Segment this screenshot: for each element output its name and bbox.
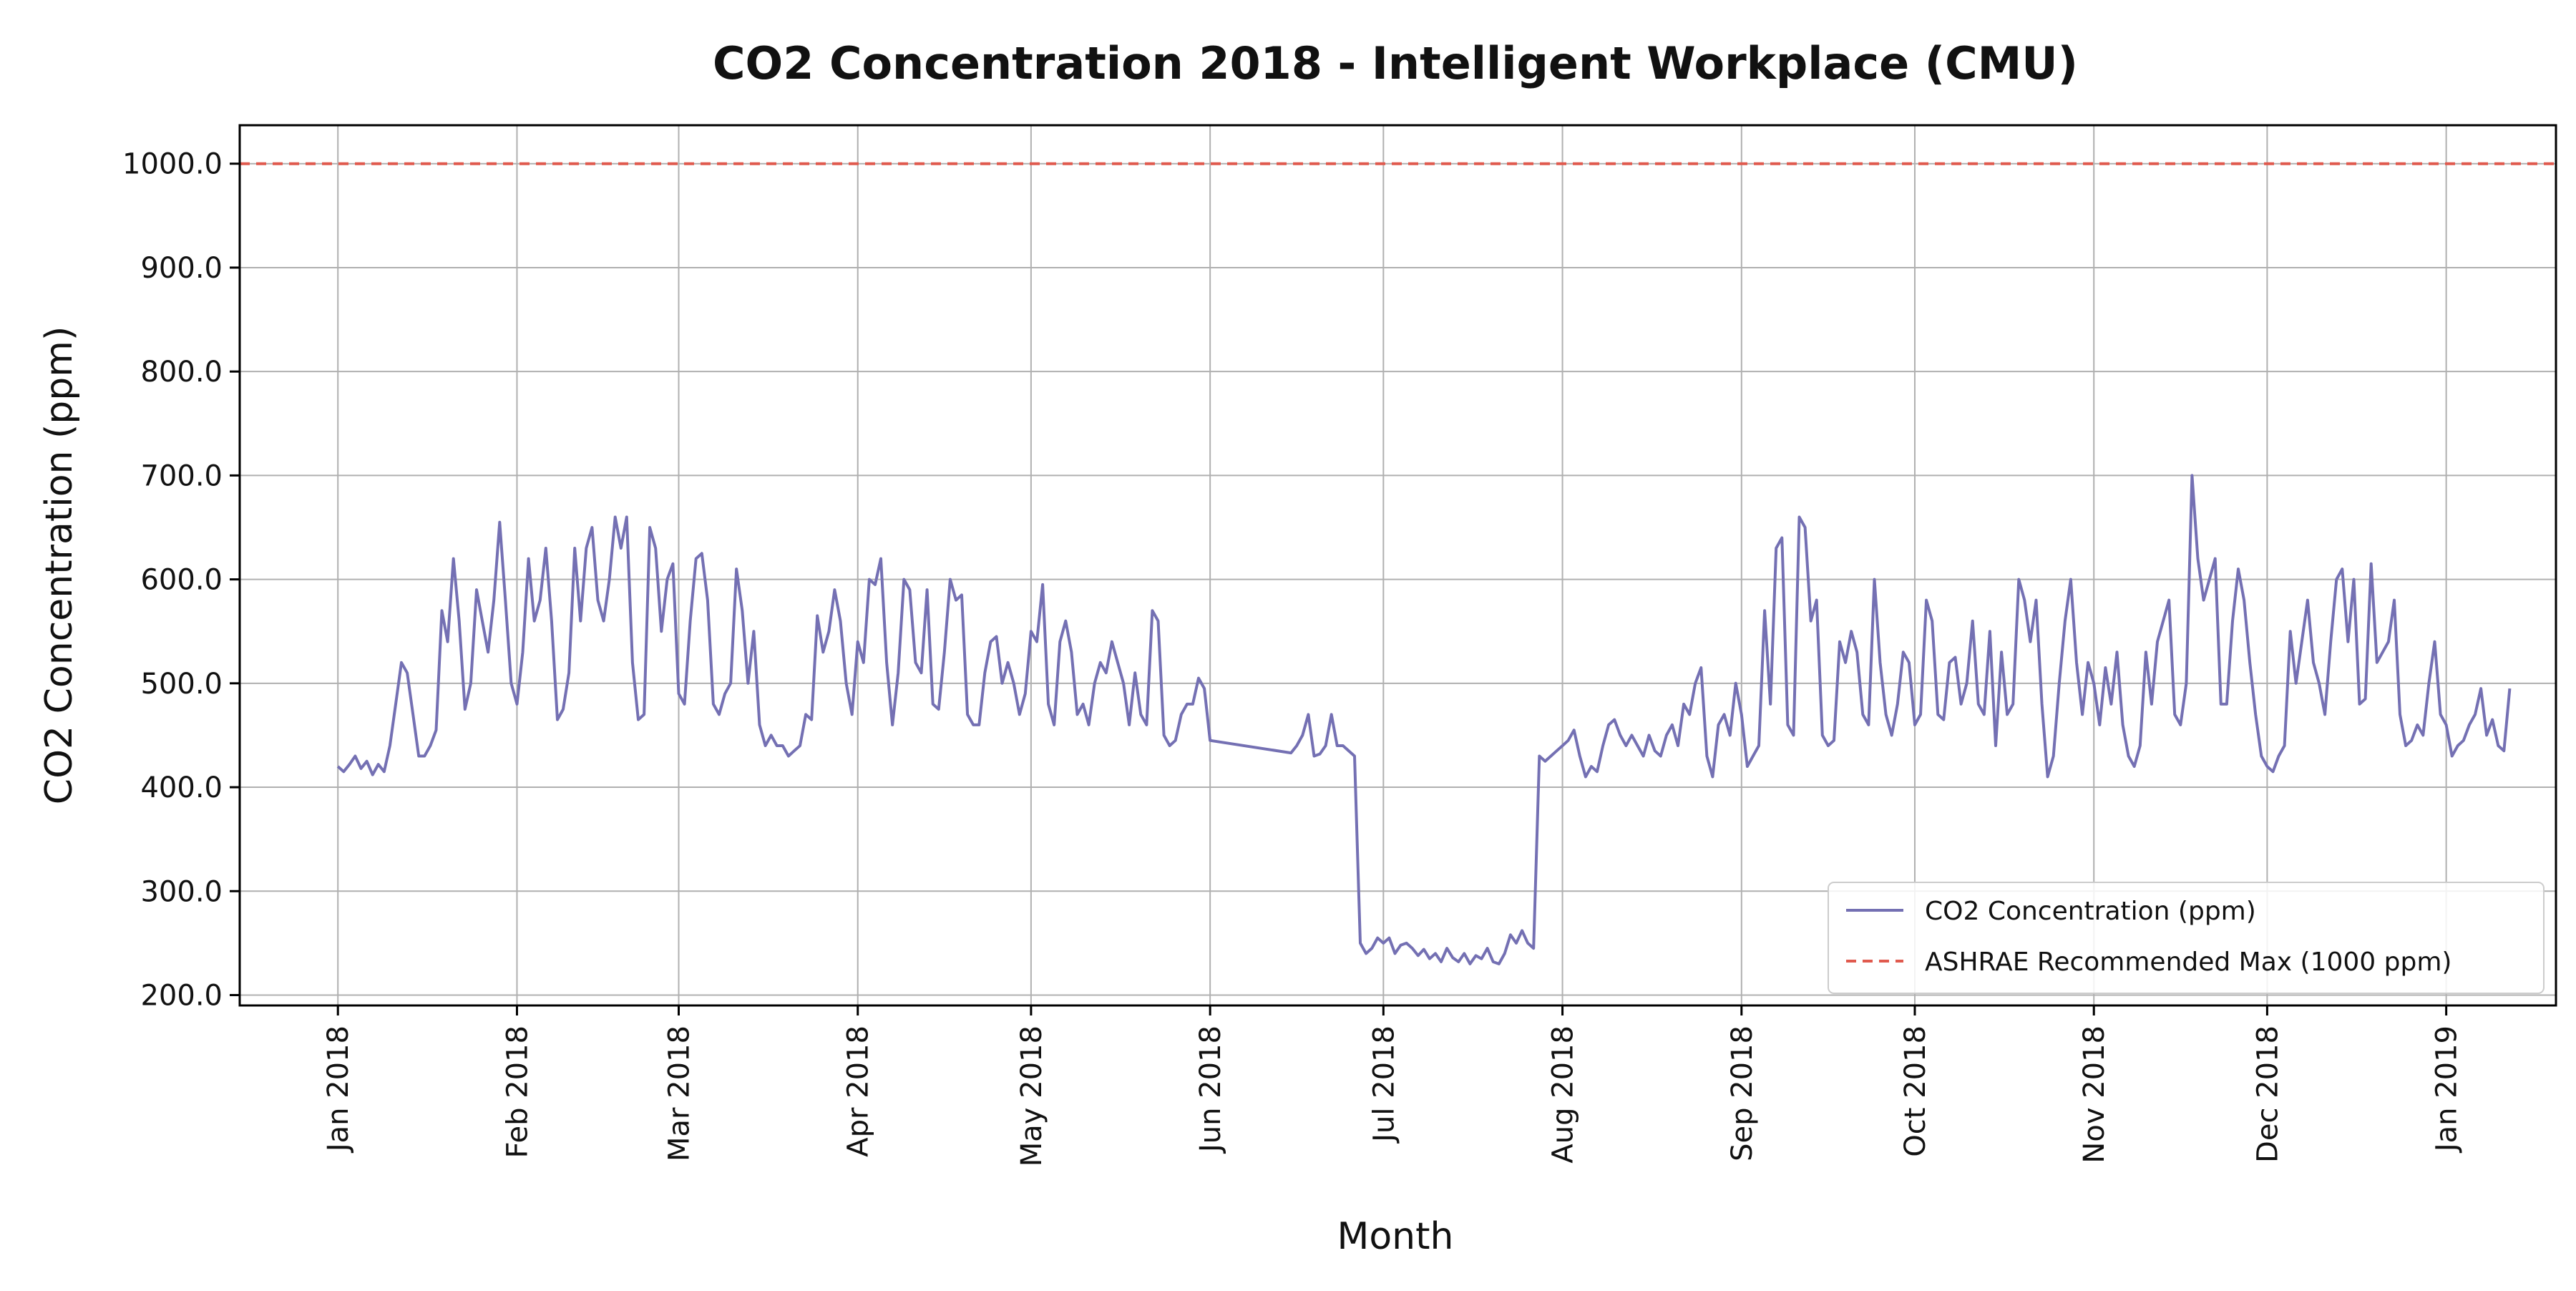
x-tick-label: Oct 2018 — [1899, 1026, 1932, 1157]
plot-frame — [238, 124, 2557, 1007]
x-axis-label: Month — [1337, 1215, 1454, 1258]
y-tick-label: 400.0 — [140, 771, 223, 804]
co2-series-line — [336, 474, 2512, 965]
x-tick-label: Dec 2018 — [2251, 1026, 2284, 1163]
y-tick-label: 900.0 — [140, 252, 223, 285]
x-tick-label: Jan 2018 — [322, 1026, 355, 1154]
y-axis-label: CO2 Concentration (ppm) — [38, 326, 81, 804]
y-tick-label: 800.0 — [140, 356, 223, 389]
x-tick-label: Nov 2018 — [2078, 1026, 2111, 1164]
x-tick-label: Apr 2018 — [842, 1026, 875, 1157]
y-tick-label: 300.0 — [140, 875, 223, 908]
x-tick-label: May 2018 — [1015, 1026, 1048, 1166]
legend-label-ashrae: ASHRAE Recommended Max (1000 ppm) — [1925, 947, 2451, 977]
legend-box — [1828, 882, 2545, 994]
y-tick-label: 600.0 — [140, 564, 223, 597]
ticks-layer: Jan 2018 Feb 2018 Mar 2018 Apr 2018 May 2018… — [122, 148, 2464, 1166]
series-layer — [240, 162, 2556, 965]
x-tick-label: Aug 2018 — [1547, 1026, 1580, 1164]
chart-title: CO2 Concentration 2018 - Intelligent Wor… — [713, 37, 2078, 89]
legend: CO2 Concentration (ppm) ASHRAE Recommend… — [1828, 882, 2545, 994]
y-tick-label: 500.0 — [140, 668, 223, 701]
x-tick-label: Jan 2019 — [2431, 1026, 2464, 1154]
y-tick-label: 1000.0 — [122, 148, 223, 181]
y-tick-label: 700.0 — [140, 459, 223, 492]
y-tick-label: 200.0 — [140, 979, 223, 1012]
x-tick-label: Jul 2018 — [1367, 1026, 1400, 1144]
x-tick-label: Feb 2018 — [501, 1026, 534, 1158]
x-tick-label: Jun 2018 — [1194, 1026, 1227, 1154]
x-tick-label: Sep 2018 — [1726, 1026, 1759, 1161]
legend-label-co2: CO2 Concentration (ppm) — [1925, 897, 2256, 926]
x-tick-label: Mar 2018 — [663, 1026, 696, 1161]
